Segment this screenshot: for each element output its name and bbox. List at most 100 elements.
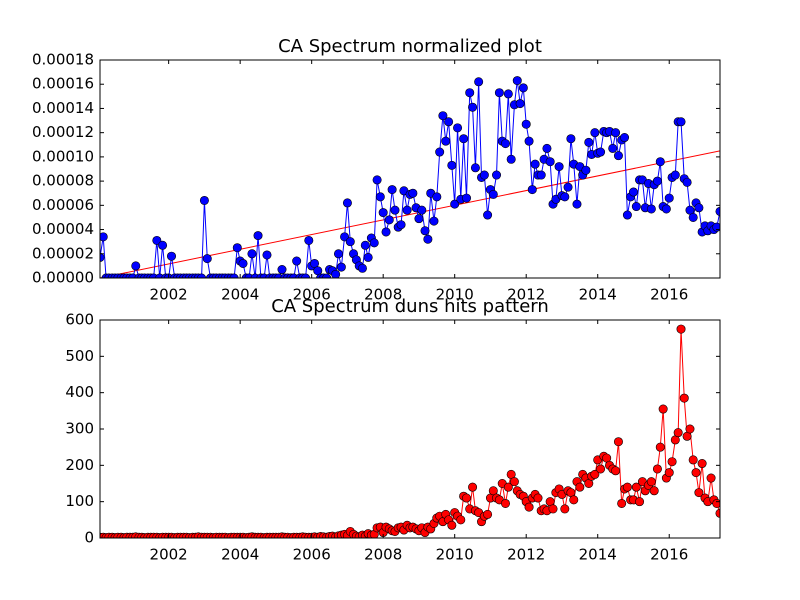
data-point [152,235,162,245]
data-point [655,442,665,452]
data-point [611,128,621,138]
data-point [167,251,177,261]
data-point [479,170,489,180]
x-tick-label: 2004 [221,546,259,564]
data-point [420,226,430,236]
data-point [688,212,698,222]
x-tick-label: 2014 [579,286,617,304]
data-point [658,404,668,414]
data-point [569,495,579,505]
data-point [461,193,471,203]
data-point [631,482,641,492]
data-point [581,165,591,175]
data-point [408,188,418,198]
y-tick-label: 0.00008 [32,172,94,190]
data-point [655,157,665,167]
data-point [465,88,475,98]
data-point [384,215,394,225]
data-point [536,170,546,180]
data-point [357,263,367,273]
x-tick-label: 2016 [650,546,688,564]
data-point [450,199,460,209]
data-point [390,205,400,215]
x-tick-label: 2006 [293,286,331,304]
data-point [488,189,498,199]
y-tick-label: 0.00012 [32,123,94,141]
chart-title: CA Spectrum normalized plot [278,36,542,57]
x-tick-label: 2008 [364,286,402,304]
data-point [369,238,379,248]
y-tick-label: 0.00010 [32,147,94,165]
data-point [611,466,621,476]
data-point [652,464,662,474]
y-tick-label: 0 [84,529,94,547]
data-point [441,136,451,146]
data-point [596,147,606,157]
data-point [432,192,442,202]
data-point [435,147,445,157]
data-point [512,76,522,86]
data-point [670,170,680,180]
data-point [622,210,632,220]
data-point [572,199,582,209]
data-point [664,193,674,203]
data-point [515,99,525,109]
data-point [620,133,630,143]
data-point [575,482,585,492]
data-point [417,205,427,215]
y-tick-label: 300 [65,420,94,438]
y-tick-label: 0.00002 [32,244,94,262]
data-point [613,437,623,447]
data-point [694,488,704,498]
data-point [524,136,534,146]
data-point [331,269,341,278]
y-tick-label: 100 [65,492,94,510]
data-point [470,163,480,173]
y-tick-label: 600 [65,311,94,329]
data-point [542,143,552,153]
data-point [590,128,600,138]
data-point [447,520,457,530]
y-tick-label: 0.00006 [32,196,94,214]
plot-area [100,76,720,278]
data-point [617,498,627,508]
data-point [247,249,257,259]
data-point [608,143,618,153]
data-point [706,473,716,483]
data-point [560,192,570,202]
axes-frame [99,59,721,279]
data-point [524,502,534,512]
data-point [652,176,662,186]
data-point [649,486,659,496]
x-tick-label: 2004 [221,286,259,304]
data-point [202,254,212,264]
data-point [554,162,564,172]
data-point [628,187,638,197]
data-point [635,497,645,507]
data-point [456,515,466,525]
data-point [563,182,573,192]
data-point [521,119,531,129]
data-point [545,157,555,167]
y-tick-label: 0.00000 [32,269,94,287]
data-point [253,231,263,241]
data-point [566,134,576,144]
data-point [158,240,168,250]
data-point [414,214,424,224]
data-point [453,123,463,133]
data-point [461,493,471,503]
data-point [664,468,674,478]
data-point [667,457,677,467]
data-point [474,77,484,87]
data-point [387,185,397,195]
data-point [492,170,502,180]
y-tick-label: 0.00004 [32,220,94,238]
x-tick-label: 2014 [579,546,617,564]
data-point [500,498,510,508]
data-point [503,89,513,99]
data-point [682,177,692,187]
y-tick-label: 0.00016 [32,75,94,93]
y-tick-label: 200 [65,456,94,474]
